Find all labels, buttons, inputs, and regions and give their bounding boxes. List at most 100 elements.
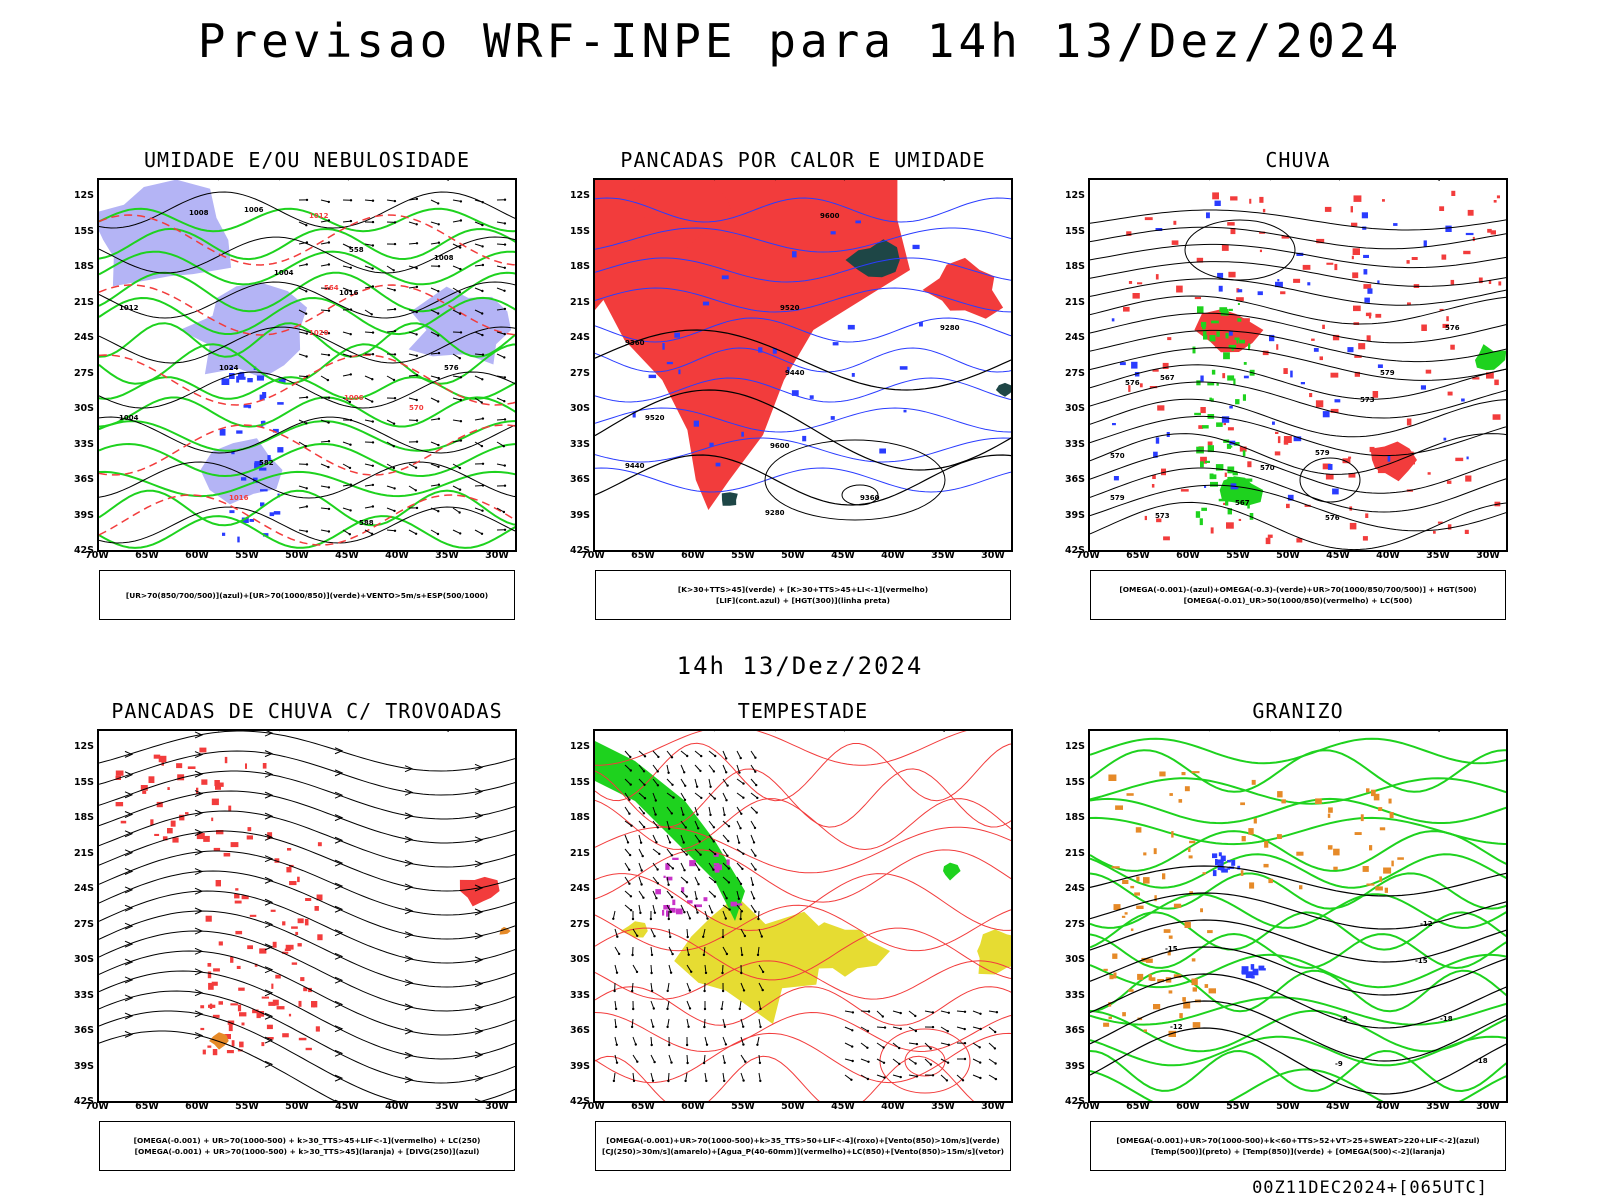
wind-vector [708, 834, 715, 842]
temp850-contour [1090, 1068, 1506, 1101]
thickness-contour [99, 494, 515, 546]
streamline-250 [99, 1010, 515, 1101]
latitude-tick: 12S [569, 190, 590, 201]
humidity-upper-area [99, 180, 232, 287]
wind-vector [750, 778, 757, 786]
wind-vector [408, 529, 417, 535]
wind-vector [940, 1058, 949, 1064]
wind-vector-head [349, 483, 353, 486]
streamline-250 [99, 950, 515, 1036]
wind-vector [694, 862, 700, 871]
wind-vector [750, 820, 756, 829]
humidity-lower-contour [99, 442, 515, 478]
rain-blue-speck [1204, 485, 1207, 488]
rain-omega-speck [1488, 280, 1492, 284]
temp850-contour [1090, 996, 1506, 1026]
wind-vector [722, 904, 730, 911]
latitude-tick: 39S [569, 1060, 590, 1072]
wind-vector-head [728, 908, 731, 911]
temp850-contour [1090, 872, 1506, 910]
omega500-speck [1130, 928, 1134, 931]
wind-vector-head [657, 755, 660, 759]
rain-blue-speck [1300, 382, 1305, 385]
streamline-arrow [264, 943, 274, 951]
wind-vector [740, 1018, 744, 1027]
wind-vector [740, 928, 746, 937]
wind-vector [624, 848, 631, 856]
humidity-upper-speck [236, 376, 240, 383]
rain-blue-speck [1347, 347, 1354, 353]
wind-vector [652, 750, 659, 758]
omega500-speck [1379, 876, 1382, 882]
wind-vector [430, 331, 439, 336]
omega500-speck [1189, 891, 1193, 895]
wind-vector [680, 792, 686, 801]
wind-vector [666, 834, 671, 843]
lifted-index-contour [595, 437, 1011, 463]
wind-vector [704, 1072, 707, 1081]
rain-omega-speck [1230, 196, 1238, 201]
wind-vector [708, 862, 714, 870]
thunderstorm-speck [199, 747, 207, 753]
severe-storm-speck [716, 864, 720, 870]
wind-vector-head [712, 770, 716, 773]
lifted-index-speck [662, 343, 665, 350]
thunderstorm-speck [282, 921, 286, 926]
hgt500-contour [1090, 381, 1506, 419]
wind-vector-head [414, 532, 418, 535]
wind-vector-head [714, 852, 717, 856]
thunderstorm-speck [297, 876, 300, 883]
wind-vector-head [349, 509, 352, 512]
streamline-250 [99, 810, 515, 868]
lifted-index-speck [847, 324, 855, 330]
wind-vector [722, 820, 730, 827]
latitude-tick: 27S [569, 367, 590, 379]
wind-vector-head [687, 953, 690, 956]
wind-vector [474, 264, 483, 267]
latitude-tick: 39S [569, 509, 590, 521]
rain-omega-speck [1342, 458, 1351, 464]
lifted-index-speck [741, 431, 744, 437]
streamline-arrow [124, 791, 134, 799]
wind-vector-head [742, 796, 745, 799]
rain-blue-speck [1275, 281, 1283, 288]
wind-vector [708, 806, 711, 815]
wind-vector [364, 199, 374, 202]
longitude-tick: 30W [485, 550, 509, 561]
lifted-index-speck [758, 347, 763, 353]
wind-vector-head [415, 440, 419, 443]
wind-vector [452, 485, 461, 491]
map-tempestade [593, 729, 1013, 1103]
wind-vector [722, 890, 728, 899]
latitude-tick: 24S [569, 332, 590, 343]
streamline-arrow [404, 907, 414, 915]
thickness-contour [99, 424, 515, 476]
lifted-index-speck [721, 275, 729, 280]
wind-vector-head [628, 853, 632, 857]
wind-vector [364, 397, 373, 403]
wind-vector-head [642, 770, 646, 773]
wind-vector [667, 982, 670, 991]
humidity-upper-speck [277, 447, 284, 453]
omega500-speck [1360, 814, 1364, 822]
wind-vector [686, 946, 690, 955]
thunderstorm-speck [317, 934, 323, 941]
wind-vector [298, 419, 307, 424]
wind-vector-head [305, 355, 308, 358]
wind-vector-head [690, 970, 693, 973]
legend-umidade: [UR>70(850/700/500)](azul)+[UR>70(1000/8… [99, 570, 515, 620]
wind-vector-head [721, 935, 725, 939]
instability-area [595, 180, 910, 510]
omega500-speck [1154, 895, 1157, 902]
pressure-isobar [99, 506, 515, 544]
wind-vector [722, 1054, 726, 1063]
omega500-speck [1122, 1012, 1126, 1017]
rain-omega-speck [1265, 537, 1271, 545]
thunderstorm-speck [316, 894, 323, 901]
rain-omega-speck [1226, 522, 1234, 529]
humidity-upper-speck [222, 532, 226, 536]
rain-green-speck [1223, 352, 1230, 360]
wind-vector-head [914, 1029, 918, 1033]
lifted-index-contour [595, 377, 1011, 403]
